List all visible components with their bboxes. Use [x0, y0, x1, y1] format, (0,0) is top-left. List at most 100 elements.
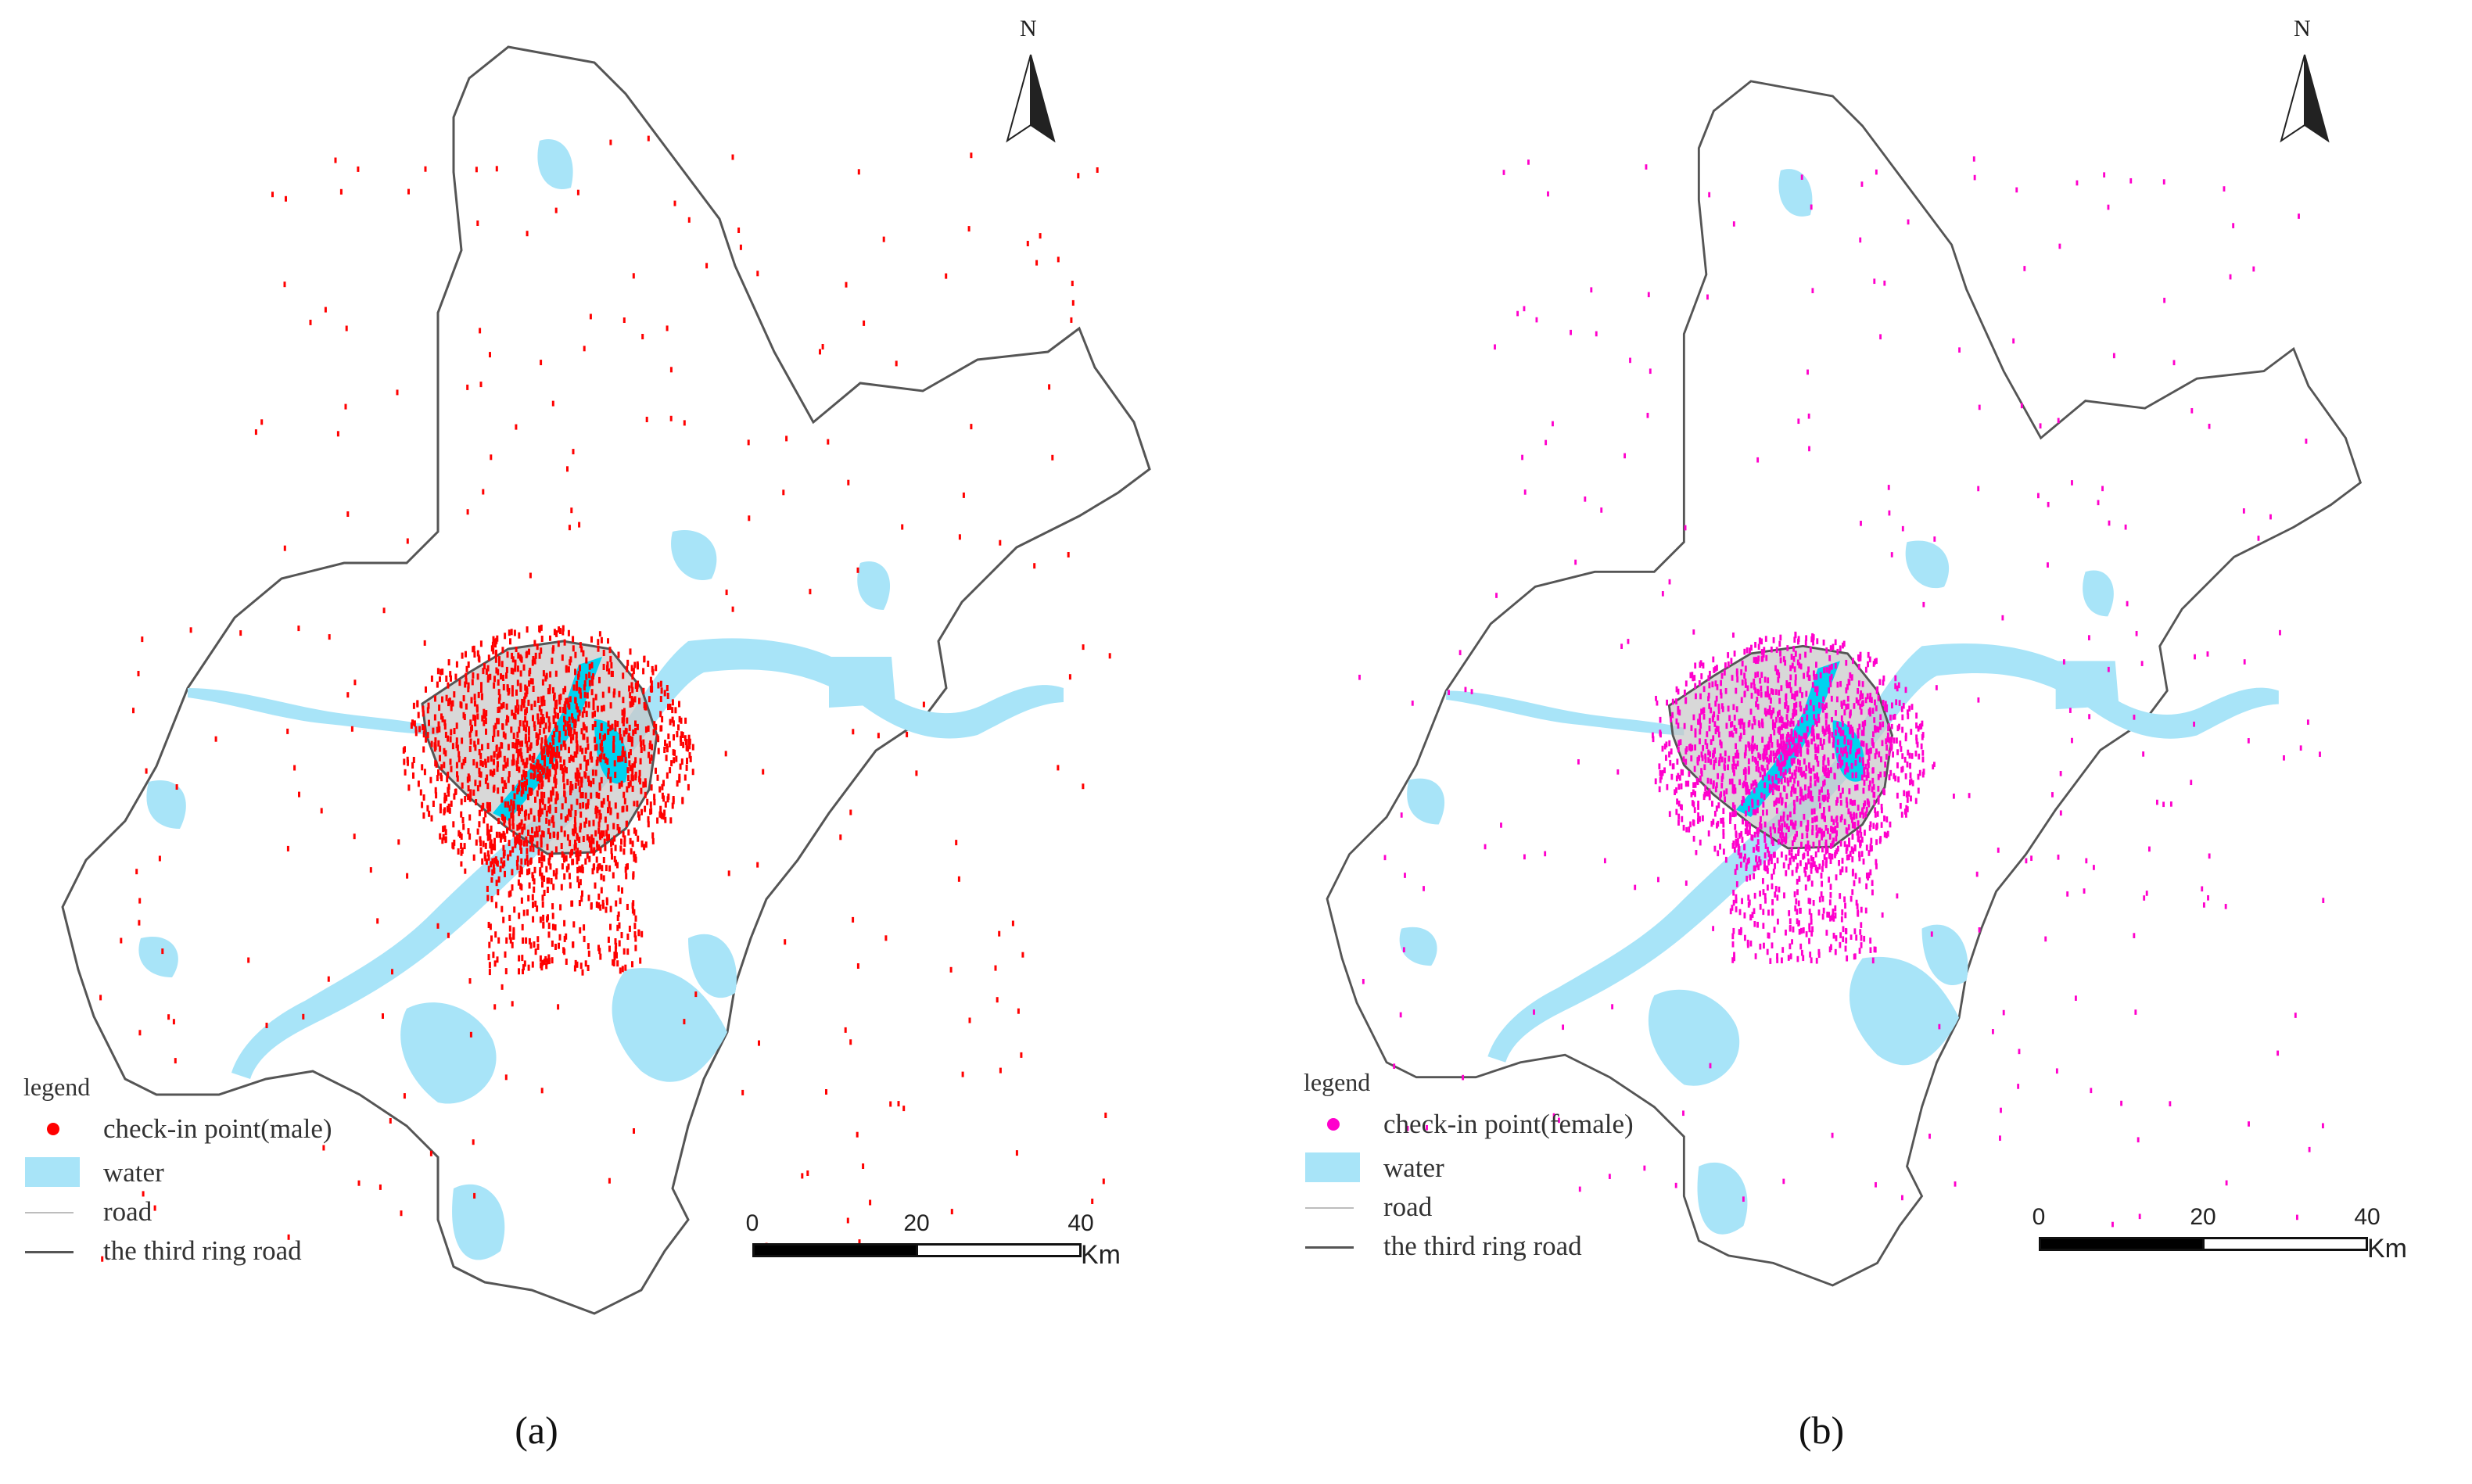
check-in-point: [1754, 808, 1757, 815]
check-in-point: [490, 935, 493, 942]
check-in-point: [608, 865, 612, 872]
check-in-point: [574, 782, 577, 789]
check-in-point: [1807, 788, 1810, 795]
check-in-point: [576, 961, 579, 968]
check-in-point: [413, 720, 416, 727]
check-in-point: [1707, 749, 1710, 756]
check-in-point: [1807, 858, 1810, 865]
check-in-point: [2190, 780, 2193, 786]
check-in-point: [1885, 705, 1888, 712]
check-in-point: [493, 725, 496, 732]
check-in-point: [630, 774, 633, 781]
check-in-point: [634, 915, 637, 922]
check-in-point: [852, 729, 855, 735]
check-in-point: [857, 169, 860, 175]
check-in-point: [544, 760, 546, 767]
check-in-point: [545, 866, 548, 873]
check-in-point: [1681, 815, 1684, 823]
check-in-point: [1708, 718, 1711, 724]
check-in-point: [540, 636, 544, 642]
check-in-point: [505, 937, 508, 944]
check-in-point: [683, 774, 687, 781]
check-in-point: [439, 676, 441, 683]
check-in-point: [640, 930, 644, 937]
check-in-point: [576, 189, 579, 195]
check-in-point: [477, 691, 480, 698]
check-in-point: [498, 656, 500, 663]
check-in-point: [583, 346, 586, 352]
check-in-point: [540, 796, 544, 803]
check-in-point: [1677, 800, 1681, 807]
check-in-point: [534, 796, 536, 803]
check-in-point: [1767, 708, 1770, 715]
check-in-point: [1874, 753, 1877, 759]
check-in-point: [1806, 819, 1810, 826]
check-in-point: [495, 637, 498, 644]
check-in-point: [1823, 667, 1825, 674]
check-in-point: [1791, 840, 1794, 847]
check-in-point: [490, 876, 493, 883]
check-in-point: [612, 823, 615, 830]
check-in-point: [411, 762, 414, 769]
check-in-point: [1771, 883, 1774, 890]
check-in-point: [529, 834, 532, 841]
check-in-point: [689, 755, 692, 762]
check-in-point: [504, 968, 508, 975]
check-in-point: [525, 762, 528, 769]
check-in-point: [494, 722, 497, 729]
check-in-point: [1871, 845, 1873, 851]
check-in-point: [650, 808, 653, 815]
check-in-point: [1735, 864, 1738, 870]
check-in-point: [669, 703, 672, 710]
check-in-point: [489, 769, 492, 776]
check-in-point: [473, 694, 476, 701]
check-in-point: [553, 707, 556, 714]
check-in-point: [527, 813, 530, 820]
check-in-point: [685, 739, 687, 745]
check-in-point: [512, 929, 515, 936]
check-in-point: [559, 764, 562, 771]
check-in-point: [549, 742, 552, 749]
check-in-point: [1698, 719, 1701, 726]
check-in-point: [2295, 1214, 2298, 1221]
scale-bar-segment-light: [916, 1243, 1082, 1257]
check-in-point: [474, 744, 477, 751]
check-in-point: [538, 652, 541, 659]
check-in-point: [549, 671, 552, 678]
check-in-point: [1896, 685, 1899, 692]
check-in-point: [443, 762, 446, 769]
check-in-point: [1677, 705, 1680, 712]
check-in-point: [1795, 898, 1798, 905]
check-in-point: [845, 281, 848, 288]
check-in-point: [422, 812, 425, 819]
check-in-point: [461, 762, 464, 769]
check-in-point: [1799, 943, 1803, 950]
check-in-point: [2162, 801, 2165, 808]
check-in-point: [612, 741, 615, 748]
check-in-point: [1824, 839, 1828, 846]
check-in-point: [479, 328, 482, 334]
check-in-point: [499, 836, 502, 843]
check-in-point: [1811, 829, 1814, 836]
check-in-point: [540, 773, 543, 780]
check-in-point: [1864, 719, 1867, 726]
check-in-point: [2039, 423, 2042, 429]
check-in-point: [1720, 817, 1723, 824]
check-in-point: [637, 929, 640, 936]
check-in-point: [2059, 770, 2062, 776]
check-in-point: [1731, 933, 1735, 940]
check-in-point: [602, 875, 605, 882]
check-in-point: [1866, 768, 1869, 774]
check-in-point: [640, 808, 643, 815]
check-in-point: [1797, 720, 1800, 726]
check-in-point: [1708, 682, 1711, 689]
check-in-point: [597, 864, 600, 871]
check-in-point: [1720, 703, 1724, 709]
check-in-point: [1753, 865, 1756, 872]
check-in-point: [1778, 640, 1781, 647]
check-in-point: [2015, 187, 2018, 193]
check-in-point: [353, 833, 356, 840]
check-in-point: [565, 665, 568, 672]
check-in-point: [1849, 747, 1852, 755]
check-in-point: [1794, 690, 1797, 697]
